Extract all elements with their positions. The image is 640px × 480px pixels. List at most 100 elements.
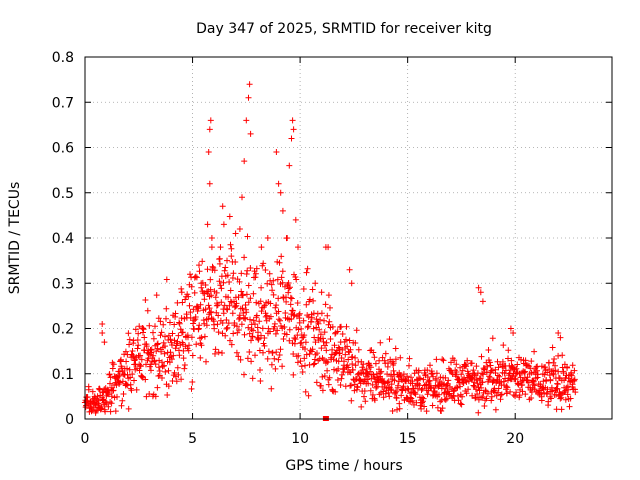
- data-point: [521, 369, 528, 376]
- data-point: [553, 391, 559, 398]
- data-point: [253, 265, 260, 272]
- data-point: [165, 383, 172, 390]
- data-point: [219, 350, 225, 356]
- data-point: [216, 260, 223, 267]
- data-point: [234, 323, 240, 330]
- data-point: [382, 350, 389, 357]
- y-tick-label: 0.5: [52, 186, 74, 202]
- data-point: [207, 117, 214, 124]
- data-point: [479, 370, 485, 377]
- data-point: [250, 290, 257, 297]
- data-point: [245, 299, 252, 306]
- data-point: [195, 305, 202, 312]
- data-point: [141, 334, 148, 341]
- data-point: [232, 230, 239, 237]
- data-point: [93, 407, 100, 414]
- data-point: [310, 325, 317, 332]
- data-point: [181, 365, 188, 372]
- data-point: [202, 282, 209, 288]
- data-point: [329, 346, 336, 353]
- data-point: [361, 393, 367, 400]
- data-point: [217, 282, 224, 289]
- data-point: [155, 364, 162, 371]
- y-tick-label: 0: [65, 412, 74, 428]
- data-point: [94, 393, 101, 400]
- data-point: [484, 363, 491, 370]
- data-point: [224, 306, 231, 313]
- data-point: [140, 325, 147, 332]
- data-point: [235, 327, 242, 333]
- data-point: [461, 375, 468, 382]
- data-point: [286, 162, 293, 169]
- data-point: [290, 371, 297, 378]
- data-point: [229, 310, 236, 317]
- data-point: [308, 314, 315, 321]
- data-point: [298, 325, 305, 332]
- data-point: [218, 285, 225, 292]
- data-point: [295, 352, 302, 359]
- data-point: [261, 342, 268, 349]
- data-point: [190, 306, 197, 313]
- data-point: [457, 364, 464, 371]
- data-point: [257, 378, 264, 384]
- data-point: [142, 297, 149, 303]
- data-point: [85, 383, 92, 390]
- data-point: [386, 393, 393, 400]
- data-point: [228, 245, 235, 252]
- data-point: [470, 382, 477, 389]
- data-point: [365, 380, 372, 387]
- data-point: [477, 289, 484, 296]
- data-point: [134, 345, 141, 352]
- data-point: [264, 355, 271, 362]
- data-point: [488, 397, 495, 404]
- data-point: [123, 358, 130, 365]
- data-point: [188, 385, 195, 392]
- data-point: [110, 361, 117, 368]
- data-point: [373, 371, 380, 377]
- data-point: [300, 317, 307, 324]
- y-tick-label: 0.2: [52, 322, 74, 338]
- data-point: [306, 296, 313, 303]
- data-point: [318, 345, 325, 352]
- data-point: [227, 287, 234, 294]
- data-point: [374, 383, 380, 390]
- data-point: [172, 310, 179, 317]
- data-point: [513, 389, 520, 396]
- data-point: [503, 390, 510, 397]
- data-point: [179, 299, 186, 306]
- data-point: [267, 300, 274, 307]
- data-point: [544, 386, 551, 393]
- data-point: [433, 356, 440, 363]
- data-point: [508, 357, 515, 364]
- data-point: [302, 362, 308, 369]
- data-point: [215, 329, 222, 336]
- data-point: [124, 371, 131, 378]
- data-point: [392, 345, 399, 352]
- data-point: [288, 135, 295, 142]
- data-point: [451, 357, 458, 364]
- data-point: [287, 301, 294, 308]
- data-point: [352, 362, 359, 369]
- data-point: [457, 383, 464, 390]
- data-point: [247, 265, 254, 271]
- data-point: [561, 389, 568, 395]
- data-point: [417, 402, 424, 409]
- data-point: [338, 375, 345, 382]
- data-point: [454, 384, 461, 391]
- data-point: [128, 387, 135, 394]
- data-point: [216, 255, 223, 262]
- data-point: [423, 408, 430, 415]
- data-point: [279, 268, 286, 275]
- data-point: [279, 363, 286, 370]
- data-point: [555, 352, 562, 359]
- data-point: [109, 359, 116, 366]
- data-point: [354, 384, 361, 391]
- data-point: [385, 378, 392, 385]
- data-point: [355, 346, 362, 353]
- data-point: [396, 400, 403, 407]
- data-point: [572, 389, 579, 396]
- data-point: [248, 358, 255, 365]
- y-tick-label: 0.3: [52, 276, 74, 292]
- data-point: [218, 299, 225, 306]
- data-point: [241, 254, 248, 261]
